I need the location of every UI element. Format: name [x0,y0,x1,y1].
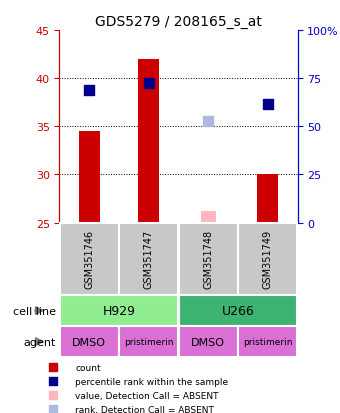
Title: GDS5279 / 208165_s_at: GDS5279 / 208165_s_at [95,14,262,28]
Point [51,406,56,413]
Text: DMSO: DMSO [72,337,106,347]
Point [205,119,211,126]
Point [51,392,56,399]
Text: cell line: cell line [13,306,56,316]
Text: GSM351749: GSM351749 [263,230,273,289]
Bar [119,223,178,295]
Bar [59,223,119,295]
Bar [238,223,298,295]
Text: count: count [75,363,101,372]
Point [146,81,152,87]
Bar [138,60,159,223]
Text: agent: agent [24,337,56,347]
Text: GSM351746: GSM351746 [84,230,94,289]
Bar [238,326,298,357]
Bar [178,326,238,357]
Point [51,378,56,385]
Text: GSM351748: GSM351748 [203,230,213,289]
Text: value, Detection Call = ABSENT: value, Detection Call = ABSENT [75,391,219,400]
Text: pristimerin: pristimerin [243,337,292,346]
Text: H929: H929 [102,304,136,317]
Point [51,364,56,370]
Text: U266: U266 [222,304,254,317]
Point [86,87,92,94]
Bar [178,295,298,326]
Text: GSM351747: GSM351747 [144,230,154,289]
Bar [257,175,278,223]
Text: DMSO: DMSO [191,337,225,347]
Text: percentile rank within the sample: percentile rank within the sample [75,377,228,386]
Text: pristimerin: pristimerin [124,337,173,346]
Bar [178,223,238,295]
Bar [59,326,119,357]
Bar [79,132,100,223]
Bar [201,211,216,223]
Bar [119,326,178,357]
Point [265,102,271,108]
Text: rank, Detection Call = ABSENT: rank, Detection Call = ABSENT [75,405,214,413]
Bar [59,295,178,326]
